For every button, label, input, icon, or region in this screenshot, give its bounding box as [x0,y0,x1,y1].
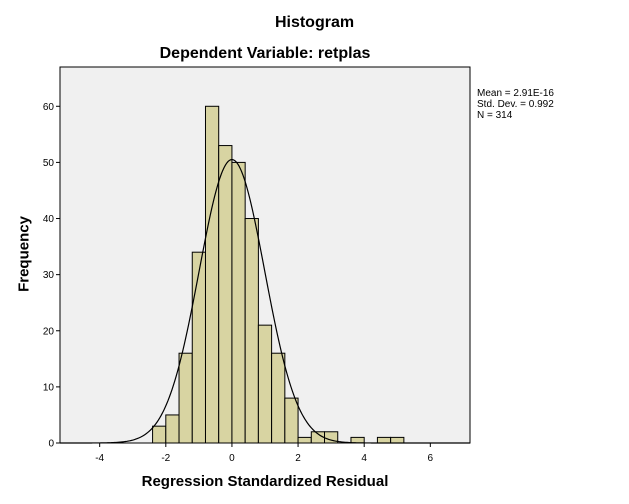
histogram-bar-6 [231,161,246,444]
y-axis-label: Frequency [15,216,33,292]
y-tick-label-5: 50 [43,158,55,169]
chart-title: Histogram [274,14,355,31]
y-tick-label-3: 30 [43,270,55,281]
stats-mean: Mean = 2.91E-16 [477,88,554,99]
histogram-bar-16 [390,436,405,444]
normal-curve [60,158,470,444]
histogram-bar-10 [284,397,299,444]
histogram-bar-4 [204,105,220,444]
histogram-bar-2 [178,352,193,444]
y-tick-label-4: 40 [43,214,55,225]
stats-n: N = 314 [477,110,513,121]
stats-legend: Mean = 2.91E-16 Std. Dev. = 0.992 N = 31… [477,88,554,121]
y-tick-label-1: 10 [43,382,55,393]
histogram-bar-0 [152,425,167,444]
y-tick-label-0: 0 [48,439,54,450]
x-tick-label-1: -2 [161,453,170,464]
histogram-bar-5 [218,145,233,444]
x-tick-label-3: 2 [295,453,301,464]
histogram-bar-8 [257,324,273,444]
x-tick-label-2: 0 [229,453,235,464]
x-axis-label: Regression Standardized Residual [141,473,389,490]
x-tick-label-4: 4 [361,453,367,464]
y-tick-label-2: 20 [43,326,55,337]
stats-std-dev: Std. Dev. = 0.992 [477,99,554,110]
x-axis-ticks: -4 -2 0 2 4 6 [95,443,434,464]
x-tick-label-5: 6 [428,453,434,464]
histogram-bar-11 [297,436,312,444]
histogram-bar-15 [376,436,392,444]
histogram-bar-9 [271,352,286,444]
histogram-bar-7 [244,218,259,444]
x-tick-label-0: -4 [95,453,104,464]
histogram-bar-1 [165,414,180,444]
chart-subtitle: Dependent Variable: retplas [159,45,371,62]
y-tick-label-6: 60 [43,102,55,113]
y-axis-ticks: 0 10 20 30 40 50 60 [43,102,60,450]
histogram-bar-3 [191,251,206,444]
bars-group [152,105,405,444]
